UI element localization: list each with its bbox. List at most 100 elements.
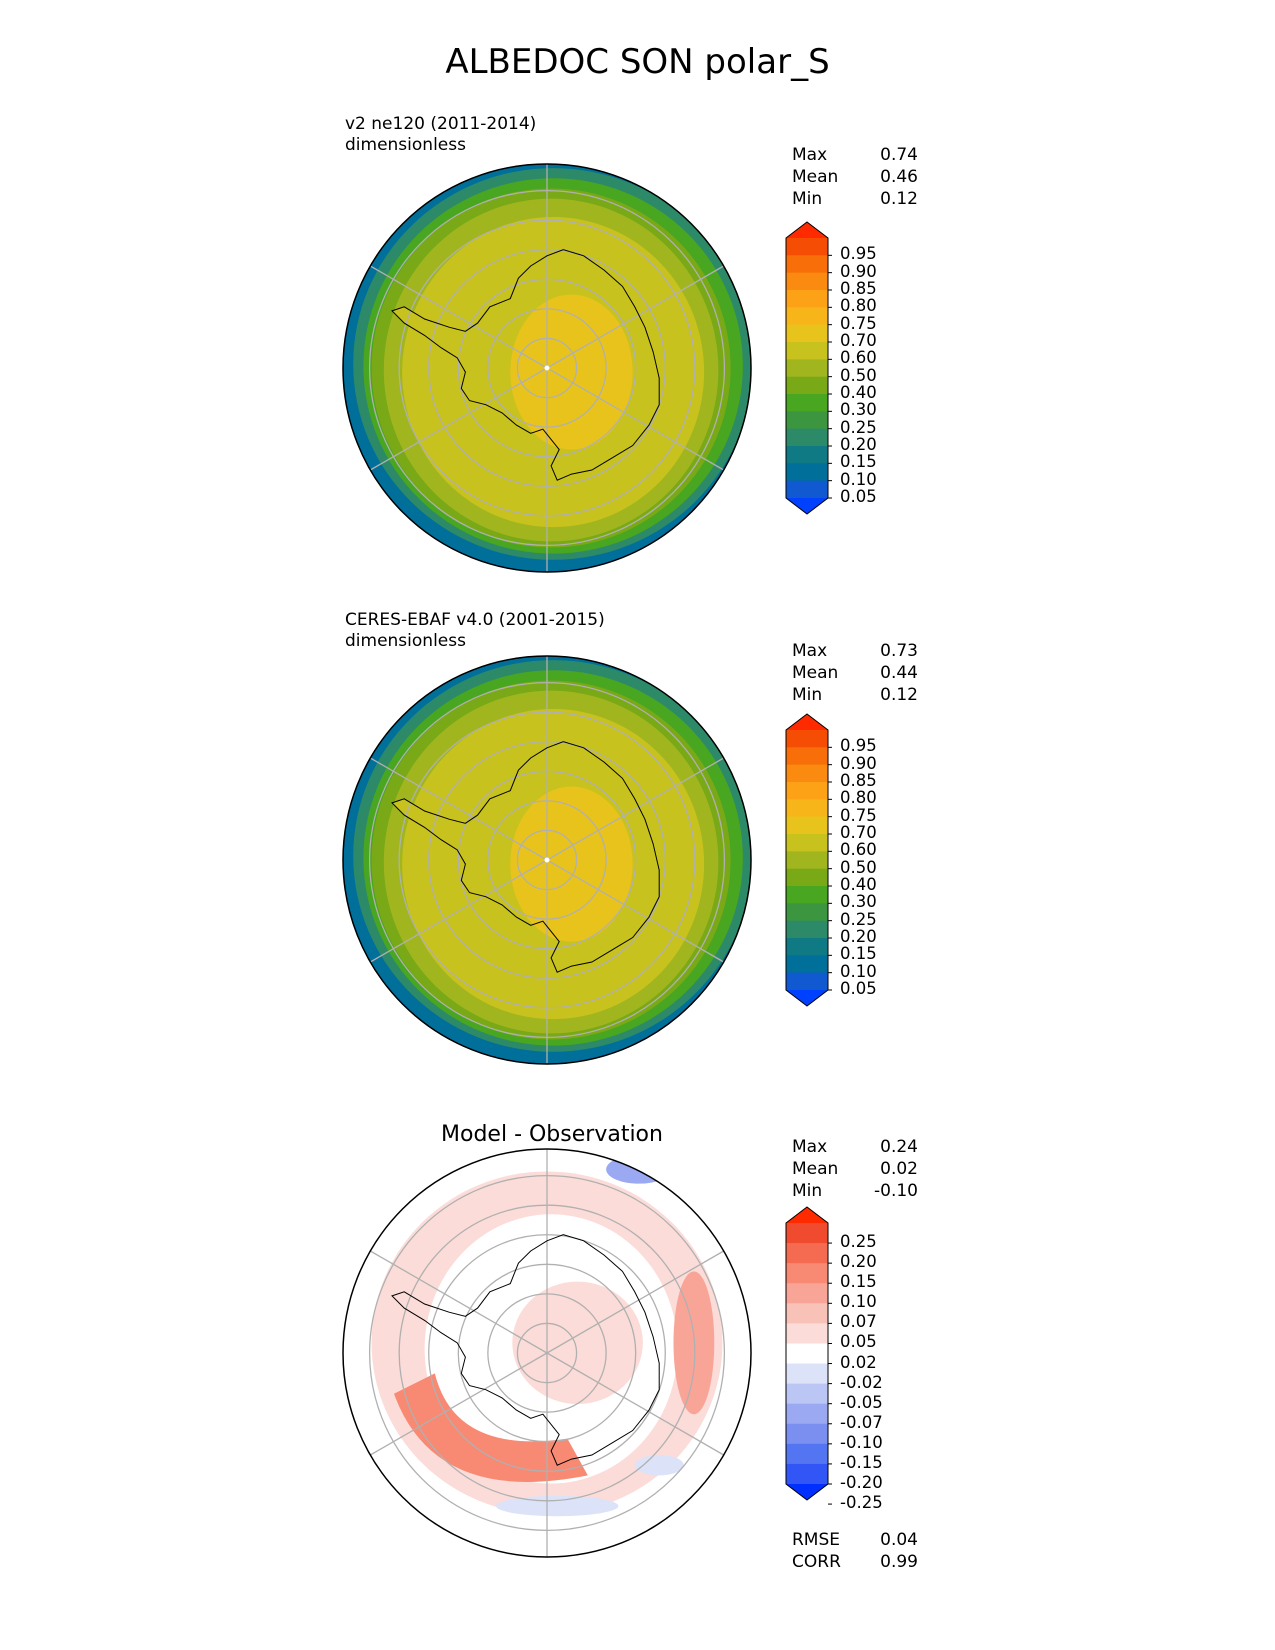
- colorbar-tick-label: -0.20: [840, 1473, 883, 1492]
- colorbar-tick-label: 0.20: [840, 1252, 877, 1272]
- longitude-gridline: [370, 1250, 548, 1354]
- colorbar-tick-label: 0.95: [840, 244, 877, 264]
- colorbar-segment: [786, 428, 828, 447]
- colorbar-tick-label: 0.75: [840, 805, 877, 825]
- colorbar-segment: [786, 1403, 828, 1425]
- panel3-stat-mean-label: Mean: [792, 1159, 839, 1179]
- colorbar-segment: [786, 307, 828, 326]
- colorbar-tick-label: 0.95: [840, 736, 877, 756]
- colorbar-segment: [786, 747, 828, 766]
- colorbar-tick-label: 0.05: [840, 979, 877, 998]
- colorbar-segment: [786, 324, 828, 343]
- colorbar-segment: [786, 920, 828, 939]
- colorbar-tick-label: 0.85: [840, 279, 877, 298]
- colorbar-segment: [786, 730, 828, 748]
- colorbar-tick-label: 0.60: [840, 348, 877, 368]
- longitude-gridline: [546, 1250, 724, 1354]
- continent-interior-region: [510, 786, 633, 942]
- colorbar-segment: [786, 903, 828, 922]
- colorbar-tick-label: 0.25: [840, 1232, 877, 1252]
- panel3-stat-min-label: Min: [792, 1181, 823, 1201]
- colorbar-tick-label: 0.10: [840, 469, 877, 489]
- colorbar-segment: [786, 272, 828, 291]
- colorbar-tick-label: 0.30: [840, 400, 877, 420]
- longitude-gridline: [370, 859, 548, 963]
- colorbar-segment: [786, 764, 828, 783]
- colorbar-tick-label: 0.85: [840, 771, 877, 790]
- colorbar-segment: [786, 342, 828, 360]
- coastline: [391, 741, 660, 973]
- colorbar-tick-label: 0.90: [840, 753, 877, 773]
- strong-positive-anomaly: [394, 1373, 588, 1482]
- longitude-gridline: [370, 757, 548, 861]
- colorbar-tick-label: 0.02: [840, 1352, 877, 1372]
- map-field: [343, 1149, 751, 1557]
- colorbar-segment: [786, 238, 828, 256]
- colorbar-tick-label: 0.15: [840, 452, 877, 472]
- panel3-stat-mean-value: 0.02: [880, 1159, 918, 1179]
- pole-marker: [544, 857, 550, 863]
- colorbar-tick-label: -0.25: [840, 1493, 883, 1513]
- negative-anomaly-patch: [496, 1495, 619, 1517]
- colorbar-tick-label: 0.10: [840, 1292, 877, 1312]
- map-boundary: [342, 655, 752, 1065]
- pole-marker: [544, 365, 550, 371]
- colorbar-segment: [786, 394, 828, 412]
- panel2-stat-min-value: 0.12: [880, 685, 918, 705]
- colorbar-segment: [786, 1223, 828, 1244]
- longitude-gridline: [546, 859, 724, 963]
- colorbar-tick-label: 0.60: [840, 840, 877, 860]
- panel3-stat-max-value: 0.24: [880, 1137, 918, 1157]
- colorbar-segment: [786, 868, 828, 887]
- colorbar-segment: [786, 411, 828, 430]
- colorbar-segment: [786, 1423, 828, 1445]
- colorbar-segment: [786, 886, 828, 904]
- colorbar-segment: [786, 1343, 828, 1365]
- colorbar-tick-label: 0.90: [840, 261, 877, 281]
- continent-interior-region: [510, 294, 633, 450]
- colorbar-segment: [786, 1263, 828, 1284]
- colorbar-tick-label: 0.75: [840, 313, 877, 333]
- colorbar-tick-label: 0.30: [840, 892, 877, 912]
- colorbar-segment: [786, 851, 828, 870]
- panel2-stat-max-label: Max: [792, 641, 828, 661]
- colorbar-tick-label: 0.25: [840, 417, 877, 437]
- colorbar-segment: [786, 1283, 828, 1304]
- colorbar-segment: [786, 782, 828, 800]
- colorbar-tick-label: 0.25: [840, 909, 877, 929]
- longitude-gridline: [546, 1352, 724, 1456]
- figure-title: ALBEDOC SON polar_S: [445, 42, 830, 82]
- colorbar-tick-label: 0.10: [840, 961, 877, 981]
- panel2-stat-max-value: 0.73: [880, 641, 918, 661]
- panel1-stat-min-value: 0.12: [880, 189, 918, 209]
- colorbar-extend-min: [786, 990, 828, 1006]
- panel1-stat-mean-value: 0.46: [880, 167, 918, 187]
- coastline: [391, 249, 660, 481]
- panel1-colorbar: [785, 221, 832, 515]
- colorbar-extend-max: [786, 222, 828, 238]
- colorbar-tick-label: -0.10: [840, 1432, 883, 1452]
- colorbar-segment: [786, 799, 828, 818]
- colorbar-tick-label: 0.70: [840, 823, 877, 842]
- colorbar-tick-label: -0.15: [840, 1452, 883, 1472]
- map-boundary: [342, 163, 752, 573]
- colorbar-tick-label: 0.40: [840, 875, 877, 894]
- colorbar-segment: [786, 816, 828, 835]
- colorbar-tick-label: 0.70: [840, 331, 877, 350]
- colorbar-segment: [786, 972, 828, 991]
- longitude-gridline: [370, 367, 548, 471]
- panel2-polar-map: [342, 655, 752, 1065]
- colorbar-tick-label: -0.02: [840, 1372, 883, 1392]
- colorbar-segment: [786, 255, 828, 274]
- colorbar-segment: [786, 359, 828, 378]
- panel3-metric-corr-value: 0.99: [880, 1552, 918, 1572]
- panel2-title-line2: dimensionless: [345, 631, 466, 651]
- colorbar-tick-label: 0.80: [840, 788, 877, 808]
- panel3-polar-map: [342, 1148, 752, 1558]
- colorbar-segment: [786, 1243, 828, 1264]
- panel2-title-line1: CERES-EBAF v4.0 (2001-2015): [345, 610, 605, 630]
- colorbar-tick-label: 0.05: [840, 1332, 877, 1352]
- panel1-stat-mean-label: Mean: [792, 167, 839, 187]
- colorbar-segment: [786, 1443, 828, 1465]
- colorbar-tick-label: 0.20: [840, 927, 877, 946]
